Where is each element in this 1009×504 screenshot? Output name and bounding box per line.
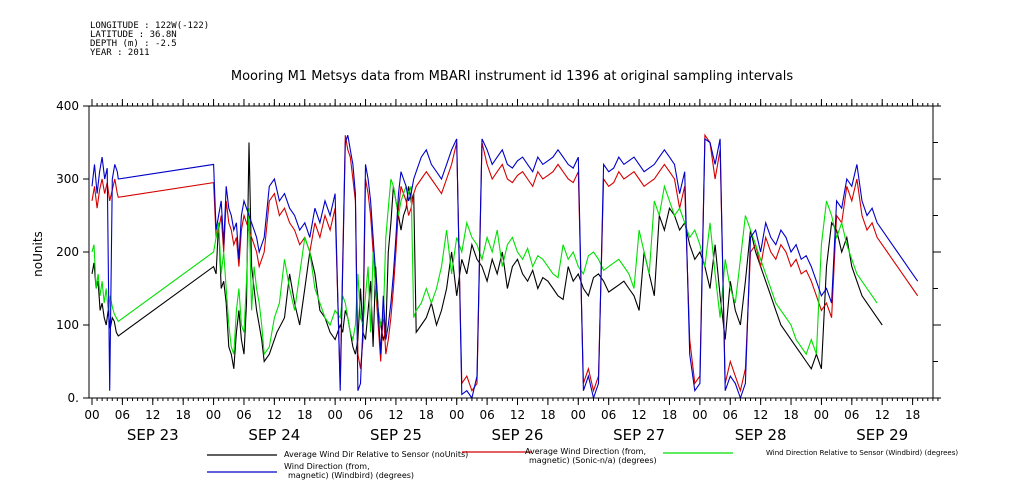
series-line-2 (91, 133, 919, 393)
y-tick-label: 0. (68, 391, 79, 405)
x-tick-label: 18 (419, 408, 434, 422)
latitude-label: LATITUDE : 36.8N (90, 30, 177, 40)
x-tick-label: 06 (601, 408, 616, 422)
x-tick-label: 00 (449, 408, 464, 422)
x-tick-label: 00 (814, 408, 829, 422)
x-tick-label: 06 (115, 408, 130, 422)
x-tick-label: 06 (358, 408, 373, 422)
year-label: YEAR : 2011 (90, 48, 150, 58)
x-date-label: SEP 25 (370, 426, 422, 444)
series-line-1 (91, 142, 883, 370)
x-tick-label: 00 (571, 408, 586, 422)
x-tick-label: 12 (875, 408, 890, 422)
y-tick-label: 400 (56, 99, 79, 113)
axes: 0. 100 200 300 400 00 06 12 18 00 06 12 18 00 06 12 18 00… (56, 99, 941, 444)
x-tick-label: 18 (662, 408, 677, 422)
depth-label: DEPTH (m) : -2.5 (90, 39, 177, 49)
legend-label-2: Average Wind Direction (from, magnetic) (… (525, 447, 657, 465)
x-tick-label: 12 (388, 408, 403, 422)
x-tick-label: 18 (297, 408, 312, 422)
x-tick-label: 18 (783, 408, 798, 422)
longitude-label: LONGITUDE : 122W(-122) (90, 21, 210, 31)
x-date-label: SEP 29 (856, 426, 908, 444)
y-tick-label: 300 (56, 172, 79, 186)
chart-title: Mooring M1 Metsys data from MBARI instru… (231, 69, 793, 84)
x-date-label: SEP 28 (735, 426, 787, 444)
x-tick-label: 06 (844, 408, 859, 422)
x-tick-label: 00 (328, 408, 343, 422)
x-tick-label: 12 (631, 408, 646, 422)
y-axis-label: noUnits (31, 231, 45, 277)
x-date-label: SEP 23 (127, 426, 179, 444)
x-tick-label: 18 (176, 408, 191, 422)
x-date-label: SEP 27 (613, 426, 665, 444)
x-tick-label: 12 (510, 408, 525, 422)
legend: Average Wind Dir Relative to Sensor (noU… (207, 447, 958, 480)
series-line-4 (91, 135, 919, 400)
x-tick-label: 00 (692, 408, 707, 422)
x-tick-label: 06 (479, 408, 494, 422)
x-tick-label: 12 (267, 408, 282, 422)
plot-lines (91, 133, 919, 400)
x-tick-label: 00 (206, 408, 221, 422)
x-tick-label: 12 (145, 408, 160, 422)
y-tick-label: 200 (56, 245, 79, 259)
x-tick-label: 18 (905, 408, 920, 422)
series-line-3 (91, 178, 878, 356)
legend-label-3: Wind Direction Relative to Sensor (Windb… (766, 449, 958, 457)
x-date-label: SEP 26 (492, 426, 544, 444)
legend-label-1: Average Wind Dir Relative to Sensor (noU… (284, 450, 468, 459)
x-tick-label: 12 (753, 408, 768, 422)
y-tick-label: 100 (56, 318, 79, 332)
legend-label-4: Wind Direction (from, magnetic) (Windbird… (284, 462, 414, 480)
x-tick-label: 18 (540, 408, 555, 422)
x-tick-label: 06 (723, 408, 738, 422)
x-tick-label: 06 (236, 408, 251, 422)
x-date-label: SEP 24 (248, 426, 300, 444)
x-tick-label: 00 (84, 408, 99, 422)
